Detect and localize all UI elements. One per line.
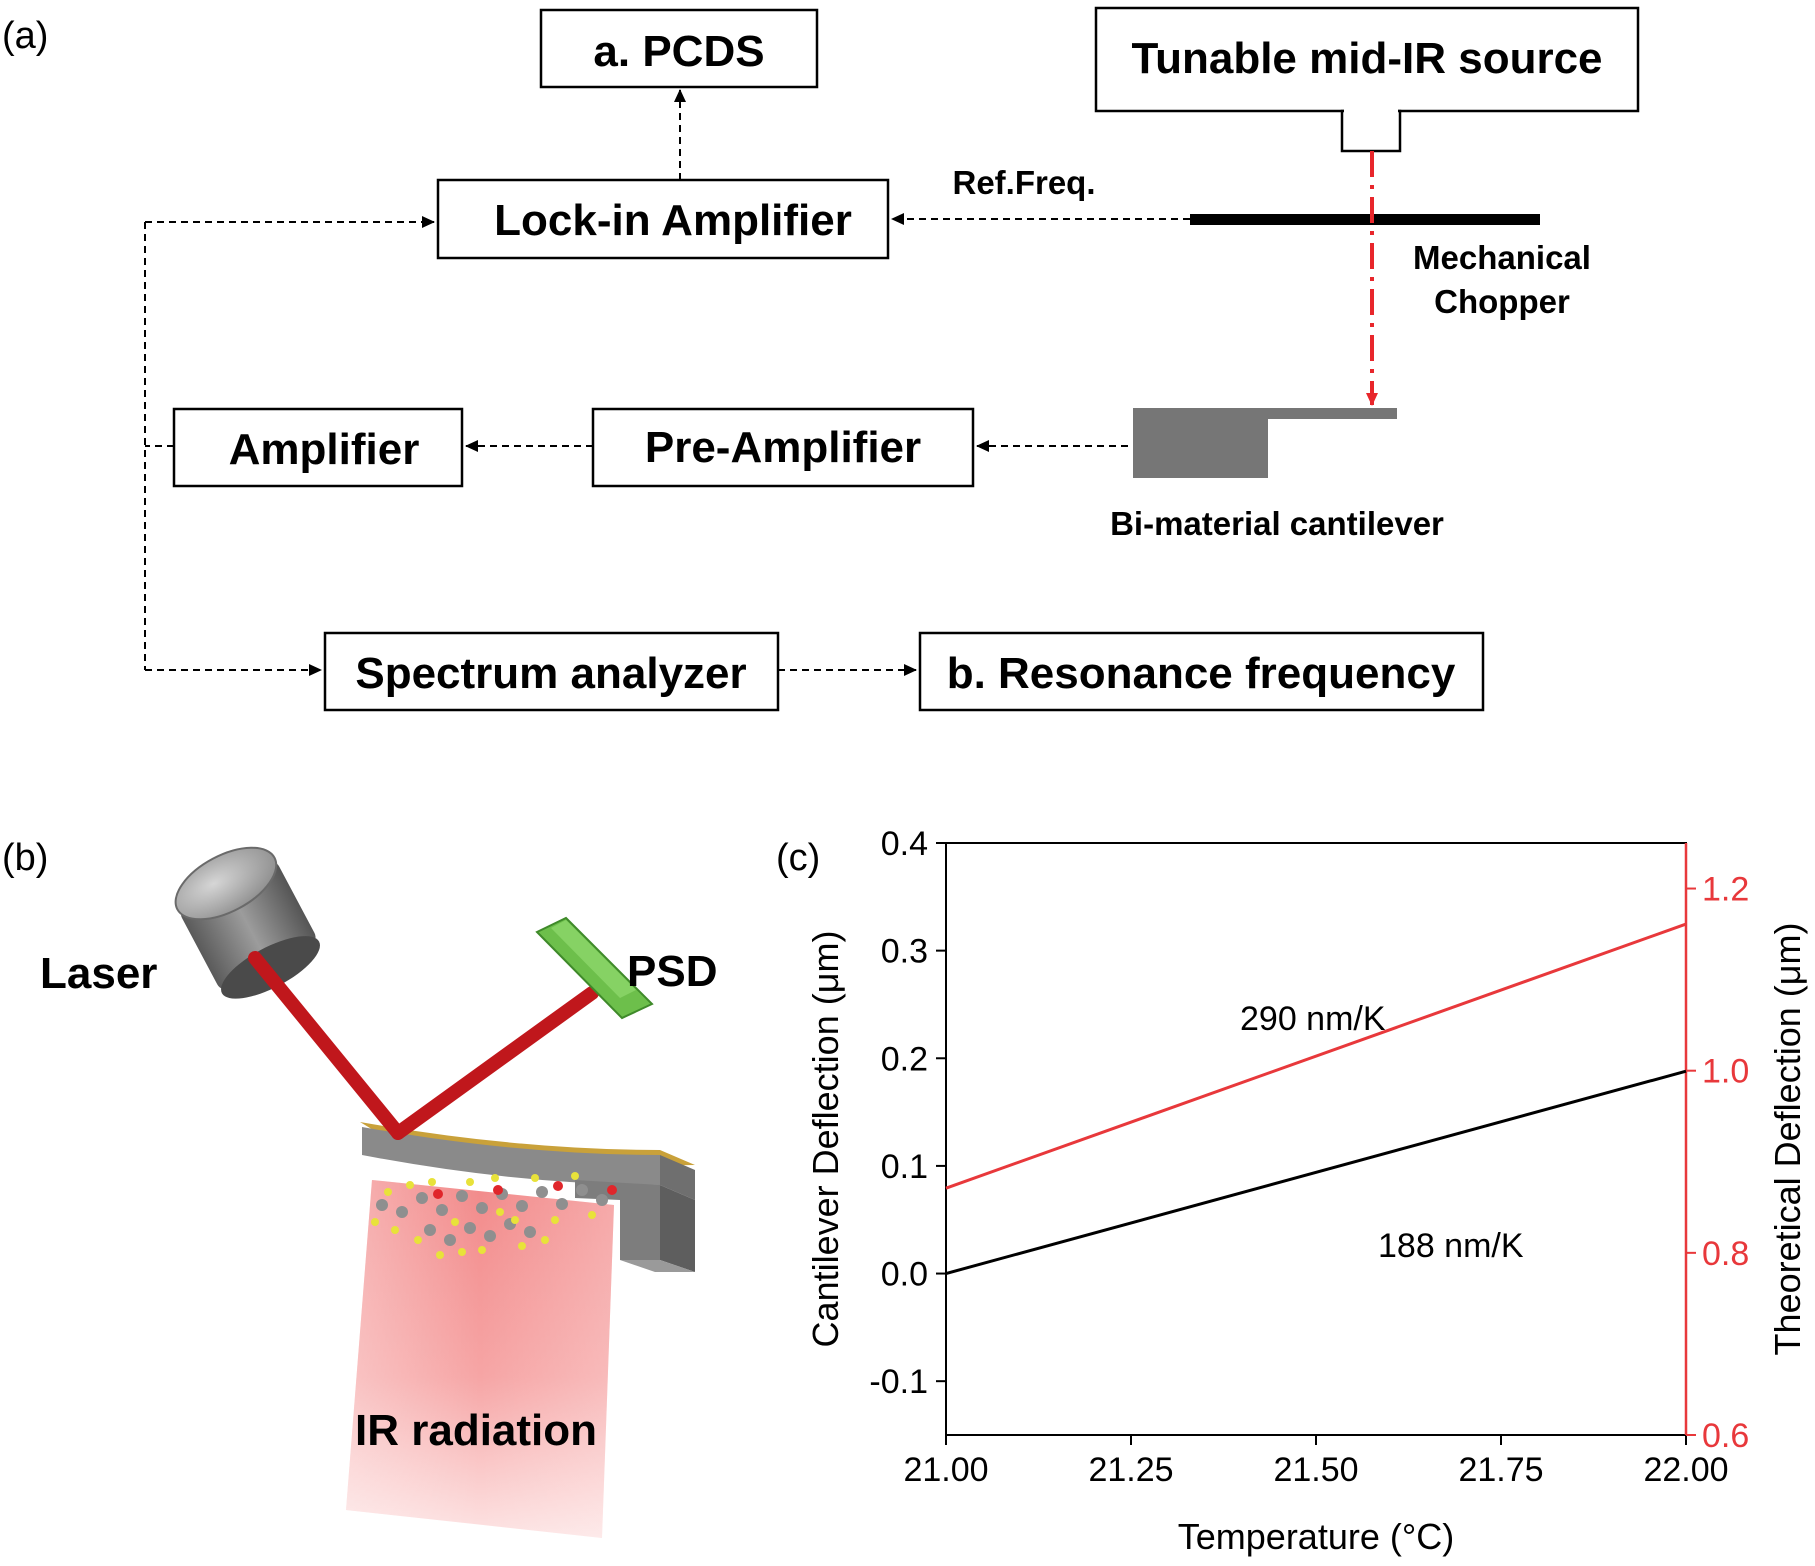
spectrum-label: Spectrum analyzer	[355, 649, 746, 698]
y-left-tick-label: 0.0	[881, 1256, 928, 1294]
annotation-290: 290 nm/K	[1240, 1000, 1386, 1038]
y-left-tick-label: -0.1	[869, 1363, 928, 1401]
laser-device	[174, 846, 320, 999]
pcds-box: a. PCDS	[539, 8, 819, 89]
chopper-label-2: Chopper	[1434, 283, 1570, 320]
bimaterial-cantilever	[1133, 408, 1397, 478]
molecule-chain	[371, 1172, 617, 1259]
x-tick-label: 21.75	[1458, 1451, 1543, 1489]
source-aperture	[1340, 109, 1402, 153]
chopper-blade	[1190, 214, 1540, 225]
y-left-tick-label: 0.4	[881, 825, 928, 863]
cantilever-3d	[360, 1122, 695, 1272]
y-right-tick-label: 0.6	[1702, 1417, 1749, 1455]
deflection-chart: 21.00 21.25 21.50 21.75 22.00 -0.1 0.0 0.1 0.2 0…	[805, 825, 1808, 1557]
laser-label: Laser	[40, 949, 157, 998]
y-right-tick-label: 0.8	[1702, 1235, 1749, 1273]
laser-beam-incident	[248, 951, 405, 1140]
source-label: Tunable mid-IR source	[1131, 34, 1602, 83]
ir-radiation-label: IR radiation	[355, 1406, 597, 1455]
pcds-label: a. PCDS	[593, 27, 764, 76]
plot-frame	[945, 842, 1687, 1436]
y-left-tick-label: 0.3	[881, 933, 928, 971]
panel-label-c: (c)	[776, 837, 820, 879]
preamp-box: Pre-Amplifier	[591, 407, 975, 488]
cantilever-label: Bi-material cantilever	[1110, 505, 1444, 542]
y-right-tick-label: 1.2	[1702, 871, 1749, 909]
lockin-label: Lock-in Amplifier	[494, 196, 852, 245]
psd-label: PSD	[627, 947, 717, 996]
amplifier-label: Amplifier	[229, 425, 420, 474]
ref-freq-label: Ref.Freq.	[952, 164, 1095, 201]
y-axis-left-title: Cantilever Deflection (μm)	[805, 931, 846, 1348]
laser-beam-reflected	[391, 986, 599, 1140]
preamp-label: Pre-Amplifier	[645, 423, 921, 472]
y-left-tick-label: 0.2	[881, 1040, 928, 1078]
spectrum-box: Spectrum analyzer	[323, 631, 780, 712]
x-tick-label: 21.50	[1273, 1451, 1358, 1489]
annotation-188: 188 nm/K	[1378, 1227, 1524, 1265]
chopper-label-1: Mechanical	[1413, 239, 1591, 276]
series-line-theoretical	[945, 922, 1687, 1190]
ir-radiation-beam	[346, 1180, 614, 1538]
amplifier-box: Amplifier	[172, 407, 464, 488]
y-right-tick-label: 1.0	[1702, 1053, 1749, 1091]
x-axis-title: Temperature (°C)	[1178, 1516, 1454, 1557]
resonance-label: b. Resonance frequency	[947, 649, 1456, 698]
source-box: Tunable mid-IR source	[1094, 6, 1640, 153]
lockin-box: Lock-in Amplifier	[436, 178, 890, 260]
x-tick-label: 22.00	[1643, 1451, 1728, 1489]
resonance-box: b. Resonance frequency	[918, 631, 1485, 712]
psd-detector	[535, 916, 654, 1020]
panel-label-a: (a)	[2, 15, 48, 57]
x-tick-label: 21.25	[1088, 1451, 1173, 1489]
panel-label-b: (b)	[2, 837, 48, 879]
x-tick-label: 21.00	[903, 1451, 988, 1489]
y-left-tick-label: 0.1	[881, 1148, 928, 1186]
series-line-measured	[945, 1069, 1687, 1275]
y-axis-right-title: Theoretical Deflection (μm)	[1767, 923, 1808, 1356]
